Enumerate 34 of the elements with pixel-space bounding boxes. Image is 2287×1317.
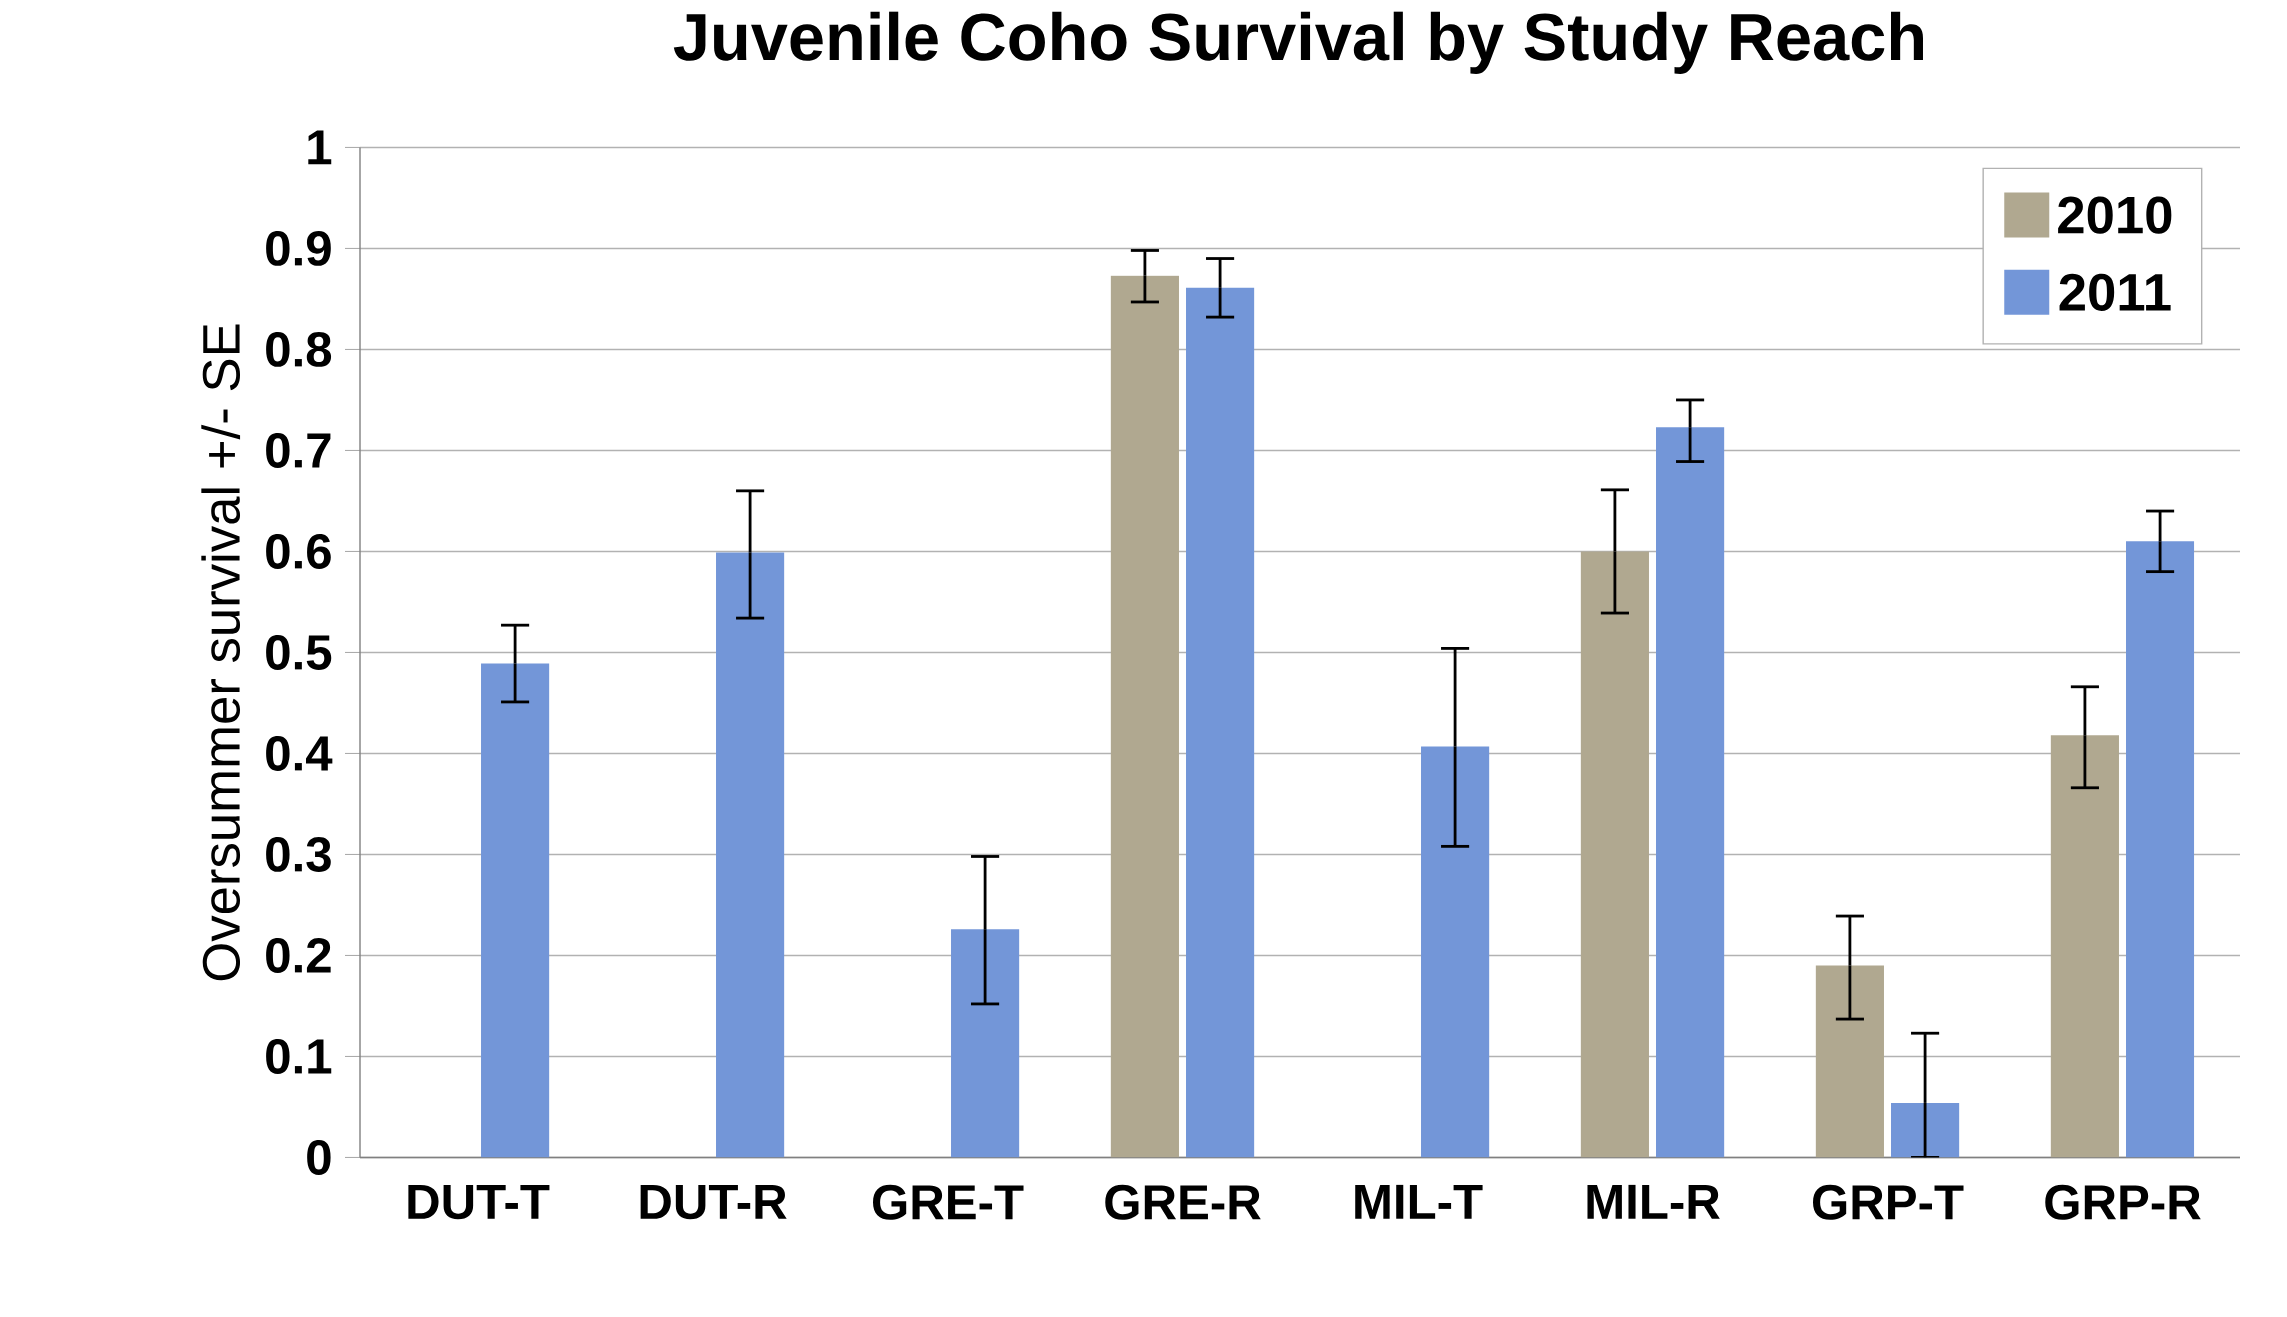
y-tick-label: 1: [308, 130, 332, 165]
bar: [2050, 735, 2119, 1158]
x-tick-label: MIL-T: [1355, 1184, 1483, 1219]
bar: [481, 663, 550, 1158]
x-tick-label: GRE-T: [873, 1184, 1024, 1220]
chart-title: Juvenile Coho Survival by Study Reach: [673, 11, 1923, 74]
y-tick-label: 0.6: [266, 533, 331, 569]
legend-label: 2010: [2058, 196, 2172, 234]
y-tick-label: 0.8: [266, 331, 332, 367]
x-tick-label: GRP-R: [2045, 1184, 2201, 1220]
x-tick-label: GRE-R: [1105, 1184, 1261, 1220]
bar: [1421, 746, 1490, 1158]
x-tick-label: MIL-R: [1587, 1184, 1720, 1219]
bar: [1110, 275, 1179, 1158]
y-tick-label: 0.4: [266, 735, 333, 771]
y-axis-title: Oversummer survival +/- SE: [201, 324, 241, 981]
bar: [1186, 287, 1255, 1158]
bar: [1656, 426, 1725, 1158]
y-tick-label: 0: [307, 1139, 331, 1175]
y-tick-label: 0.2: [266, 937, 331, 973]
legend-label: 2011: [2059, 273, 2171, 311]
bar: [716, 552, 785, 1158]
bar: [1580, 551, 1649, 1158]
bar: [951, 928, 1020, 1158]
y-tick-label: 0.5: [266, 634, 332, 670]
y-tick-label: 0.3: [266, 836, 331, 872]
y-tick-label: 0.9: [266, 230, 331, 266]
x-tick-label: DUT-R: [640, 1184, 787, 1219]
bar: [2126, 541, 2195, 1158]
x-tick-label: GRP-T: [1813, 1184, 1964, 1220]
y-tick-label: 0.7: [266, 432, 331, 468]
bar: [1815, 965, 1884, 1158]
y-tick-label: 0.1: [266, 1038, 332, 1074]
x-tick-label: DUT-T: [408, 1184, 550, 1219]
